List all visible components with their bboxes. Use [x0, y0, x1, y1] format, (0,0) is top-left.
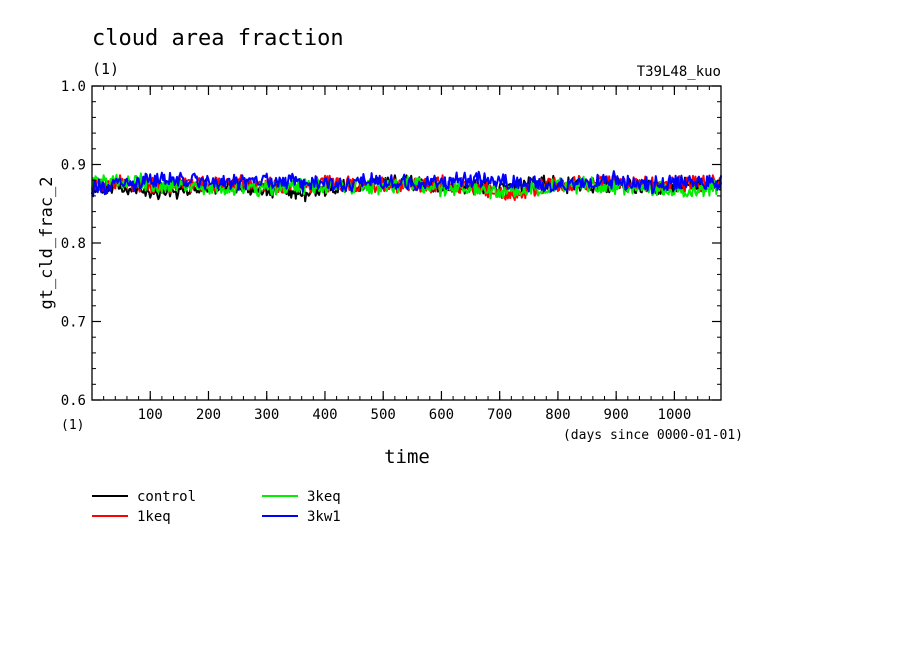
x-tick-label: 500 — [371, 407, 396, 423]
y-tick-label: 0.7 — [61, 315, 86, 331]
y-axis-label: gt_cld_frac_2 — [37, 176, 57, 309]
y-tick-label: 0.9 — [61, 158, 86, 174]
legend-label-control: control — [137, 489, 196, 505]
legend: control 1keq 3keq 3kw1 — [92, 489, 341, 525]
y-tick-label: 0.6 — [61, 393, 86, 409]
y-units: (1) — [61, 418, 84, 433]
x-tick-label: 700 — [487, 407, 512, 423]
plot-frame — [91, 85, 722, 401]
y-tick-label: 1.0 — [61, 79, 86, 95]
x-tick-label: 200 — [196, 407, 221, 423]
series-line-3kw1 — [91, 170, 722, 198]
legend-label-3kw1: 3kw1 — [307, 509, 341, 525]
x-units: (days since 0000-01-01) — [563, 428, 743, 443]
x-tick-label: 600 — [429, 407, 454, 423]
y-tick-label: 0.8 — [61, 236, 86, 252]
experiment-label: T39L48_kuo — [637, 64, 721, 80]
x-axis-label: time — [384, 446, 430, 468]
x-tick-label: 900 — [604, 407, 629, 423]
x-tick-label: 800 — [545, 407, 570, 423]
x-tick-label: 100 — [138, 407, 163, 423]
tick-layer: 0.6 0.7 0.8 0.9 1.0 100 200 300 400 500 600 700 800 9… — [61, 79, 722, 423]
x-tick-label: 1000 — [658, 407, 692, 423]
series-layer — [91, 170, 722, 203]
legend-label-1keq: 1keq — [137, 509, 171, 525]
title-units: (1) — [92, 60, 119, 78]
legend-label-3keq: 3keq — [307, 489, 341, 505]
x-tick-label: 300 — [254, 407, 279, 423]
chart-title: cloud area fraction — [92, 26, 344, 51]
x-tick-label: 400 — [312, 407, 337, 423]
